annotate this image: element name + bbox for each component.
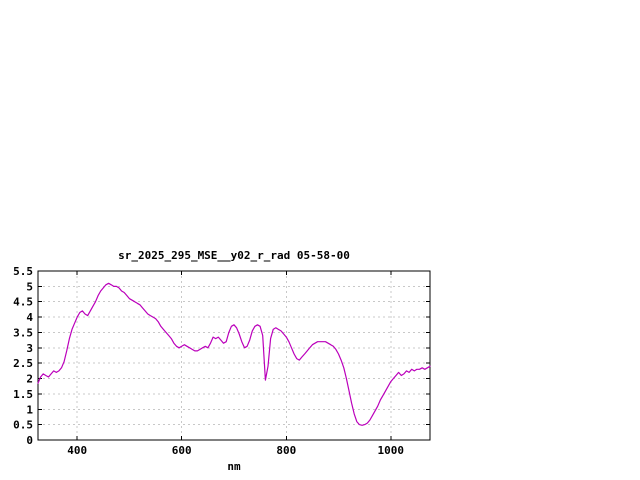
y-tick-label: 0 [26, 434, 33, 447]
x-tick-label: 400 [67, 444, 87, 457]
y-tick-label: 4.5 [13, 296, 33, 309]
x-axis-label: nm [227, 460, 241, 473]
chart-title: sr_2025_295_MSE__y02_r_rad 05-58-00 [118, 249, 350, 262]
x-tick-label: 800 [276, 444, 296, 457]
y-tick-label: 1 [26, 403, 33, 416]
y-tick-label: 1.5 [13, 388, 33, 401]
y-tick-label: 0.5 [13, 419, 33, 432]
y-tick-label: 3 [26, 342, 33, 355]
y-tick-label: 4 [26, 311, 33, 324]
y-tick-label: 2 [26, 373, 33, 386]
y-tick-label: 2.5 [13, 357, 33, 370]
spectrum-line [37, 282, 431, 426]
y-tick-label: 5.5 [13, 265, 33, 278]
plot-border [37, 270, 431, 441]
y-tick-label: 5 [26, 280, 33, 293]
x-tick-label: 600 [172, 444, 192, 457]
x-tick-label: 1000 [378, 444, 405, 457]
y-tick-label: 3.5 [13, 326, 33, 339]
